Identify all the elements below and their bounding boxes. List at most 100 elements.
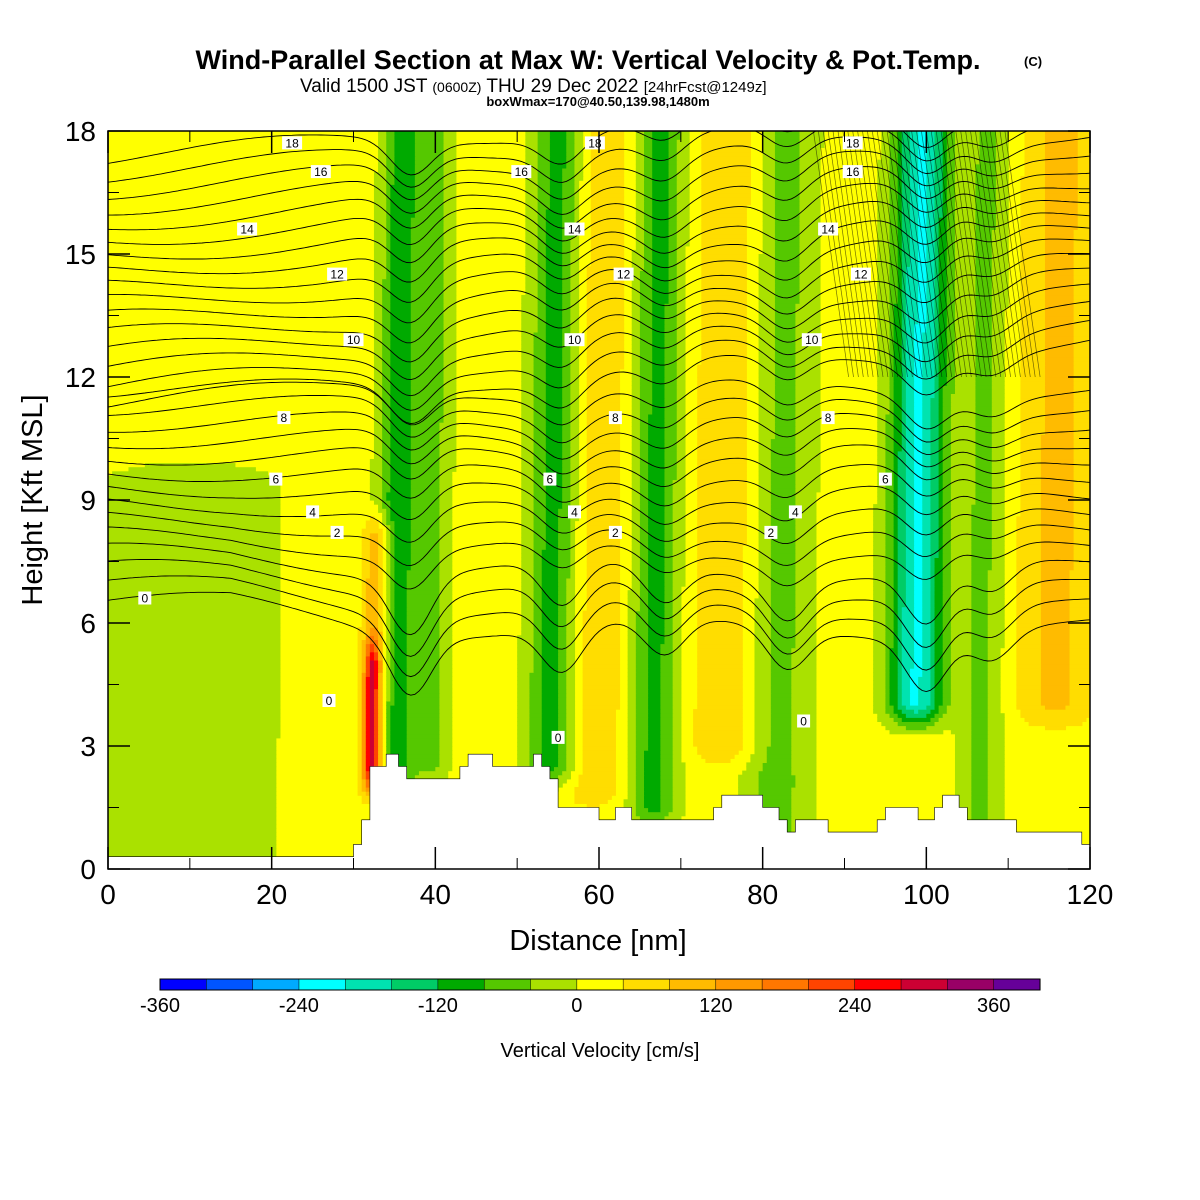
- velocity-cell: [1044, 311, 1075, 317]
- velocity-cell: [545, 512, 559, 517]
- velocity-cell: [991, 295, 1009, 300]
- velocity-cell: [987, 754, 1005, 759]
- velocity-cell: [1073, 446, 1090, 452]
- velocity-cell: [586, 536, 621, 542]
- velocity-cell: [938, 352, 948, 358]
- velocity-cell: [582, 696, 621, 702]
- velocity-cell: [390, 426, 412, 431]
- velocity-cell: [697, 672, 743, 677]
- velocity-cell: [537, 290, 547, 296]
- velocity-cell: [570, 450, 580, 456]
- velocity-cell: [893, 442, 903, 448]
- velocity-cell: [770, 463, 796, 468]
- velocity-cell: [562, 438, 571, 444]
- velocity-cell: [562, 352, 571, 358]
- velocity-cell: [558, 709, 567, 714]
- velocity-cell: [369, 459, 383, 464]
- velocity-cell: [390, 500, 412, 505]
- velocity-cell: [439, 746, 453, 751]
- velocity-cell: [443, 323, 457, 329]
- velocity-cell: [390, 401, 412, 407]
- velocity-cell: [627, 705, 637, 710]
- velocity-cell: [975, 409, 993, 415]
- velocity-cell: [766, 750, 792, 755]
- velocity-cell: [378, 639, 383, 645]
- velocity-cell: [386, 659, 391, 665]
- velocity-cell: [975, 426, 993, 431]
- velocity-cell: [934, 639, 944, 645]
- velocity-cell: [394, 557, 412, 563]
- velocity-cell: [521, 430, 535, 435]
- velocity-cell: [664, 430, 678, 435]
- velocity-cell: [369, 467, 383, 472]
- velocity-cell: [639, 405, 653, 411]
- velocity-cell: [361, 688, 367, 694]
- velocity-cell: [390, 639, 396, 645]
- velocity-cell: [922, 401, 932, 407]
- velocity-cell: [950, 479, 977, 485]
- velocity-cell: [365, 725, 371, 731]
- velocity-cell: [889, 270, 899, 276]
- velocity-cell: [873, 561, 887, 567]
- velocity-cell: [1020, 422, 1046, 427]
- velocity-cell: [770, 729, 792, 735]
- velocity-cell: [799, 290, 821, 296]
- velocity-cell: [631, 446, 641, 452]
- velocity-cell: [918, 299, 927, 304]
- velocity-cell: [914, 360, 923, 366]
- velocity-cell: [586, 282, 625, 288]
- velocity-cell: [378, 635, 383, 640]
- velocity-cell: [991, 282, 1009, 288]
- velocity-cell: [934, 614, 944, 620]
- velocity-cell: [1044, 401, 1075, 407]
- velocity-cell: [926, 274, 936, 280]
- velocity-cell: [1020, 327, 1046, 333]
- velocity-cell: [885, 512, 895, 517]
- velocity-cell: [652, 319, 666, 325]
- velocity-cell: [439, 602, 453, 608]
- velocity-cell: [922, 618, 932, 624]
- velocity-cell: [664, 479, 674, 485]
- velocity-cell: [631, 401, 641, 407]
- velocity-cell: [901, 655, 915, 661]
- velocity-cell: [439, 672, 453, 677]
- velocity-cell: [934, 623, 944, 628]
- velocity-cell: [361, 762, 367, 768]
- velocity-cell: [922, 647, 932, 653]
- velocity-cell: [889, 340, 895, 345]
- velocity-cell: [758, 397, 776, 403]
- velocity-cell: [382, 409, 391, 415]
- velocity-cell: [639, 500, 649, 505]
- velocity-cell: [639, 278, 653, 284]
- velocity-cell: [922, 582, 932, 587]
- velocity-cell: [570, 524, 576, 530]
- velocity-cell: [406, 651, 441, 657]
- velocity-cell: [954, 295, 977, 300]
- velocity-cell: [1040, 532, 1075, 538]
- velocity-cell: [991, 352, 1005, 358]
- velocity-cell: [108, 762, 277, 768]
- velocity-cell: [909, 262, 919, 267]
- velocity-cell: [660, 651, 674, 657]
- velocity-cell: [443, 409, 457, 415]
- velocity-cell: [369, 483, 383, 489]
- velocity-cell: [946, 307, 956, 312]
- velocity-cell: [586, 606, 621, 612]
- velocity-cell: [664, 397, 678, 403]
- velocity-cell: [889, 258, 899, 263]
- velocity-cell: [889, 352, 895, 358]
- velocity-cell: [373, 434, 383, 440]
- velocity-cell: [570, 327, 580, 333]
- velocity-cell: [954, 762, 972, 768]
- velocity-cell: [1020, 303, 1046, 308]
- velocity-cell: [648, 413, 666, 419]
- velocity-cell: [1069, 602, 1090, 608]
- velocity-cell: [533, 471, 547, 476]
- velocity-cell: [697, 385, 747, 390]
- velocity-cell: [877, 422, 887, 427]
- velocity-cell: [950, 459, 977, 464]
- velocity-cell: [676, 442, 686, 448]
- velocity-cell: [582, 762, 616, 768]
- velocity-cell: [1073, 504, 1090, 509]
- velocity-cell: [697, 750, 739, 755]
